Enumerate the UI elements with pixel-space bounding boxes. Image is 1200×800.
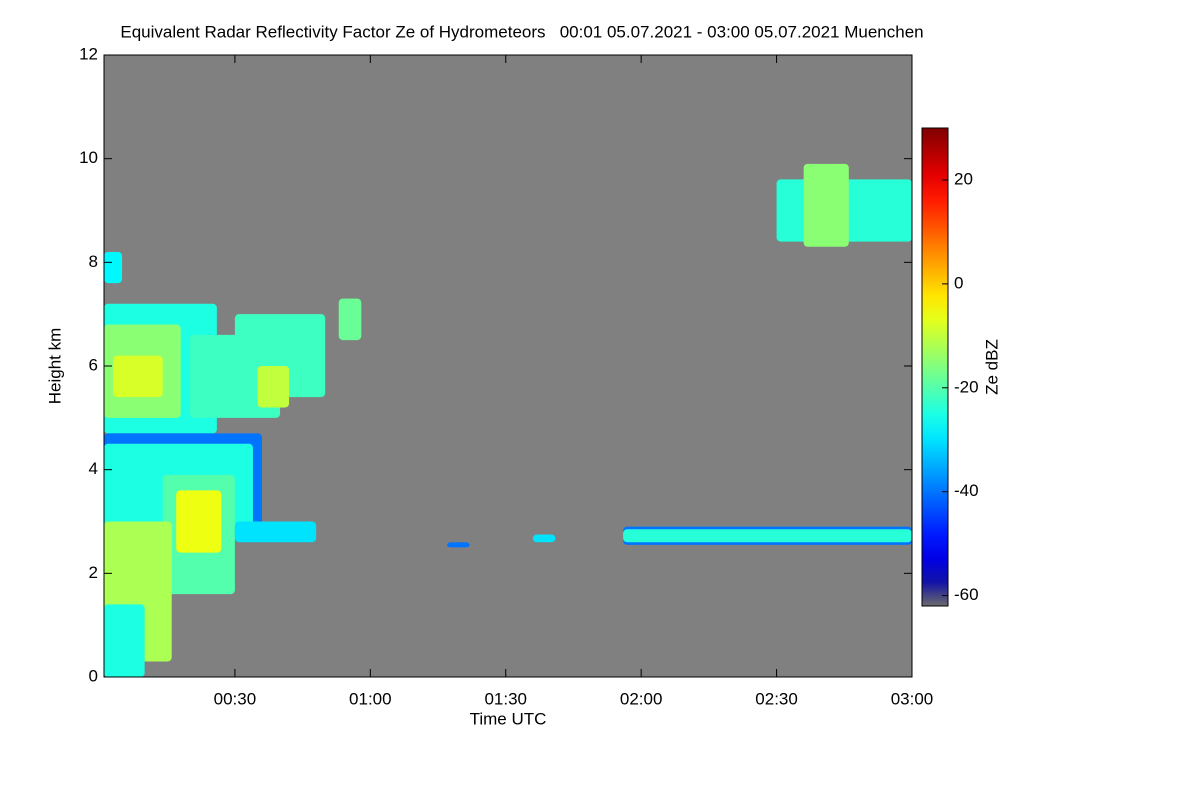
colorbar-tick-label: 20 — [954, 169, 973, 188]
y-axis-label: Height km — [45, 328, 64, 405]
heatmap — [104, 163, 912, 677]
x-tick-label: 03:00 — [891, 689, 934, 708]
x-tick-label: 01:00 — [349, 689, 392, 708]
y-tick-label: 4 — [89, 459, 98, 478]
heatmap-cell — [338, 298, 362, 341]
x-tick-label: 02:00 — [620, 689, 663, 708]
heatmap-cell — [104, 251, 123, 284]
heatmap-cell — [176, 490, 222, 553]
heatmap-cell — [234, 521, 317, 543]
x-axis-label: Time UTC — [470, 709, 547, 728]
colorbar-tick-label: -40 — [954, 481, 979, 500]
colorbar-tick-label: -20 — [954, 377, 979, 396]
colorbar-tick-label: -60 — [954, 585, 979, 604]
y-tick-label: 10 — [79, 148, 98, 167]
x-tick-label: 00:30 — [214, 689, 257, 708]
y-tick-label: 12 — [79, 44, 98, 63]
colorbar — [921, 127, 949, 607]
heatmap-cell — [257, 366, 290, 408]
y-tick-label: 6 — [89, 355, 98, 374]
y-tick-label: 8 — [89, 252, 98, 271]
x-tick-label: 01:30 — [484, 689, 527, 708]
y-tick-label: 0 — [89, 666, 98, 685]
heatmap-cell — [447, 542, 470, 548]
heatmap-cell — [113, 355, 163, 398]
heatmap-cell — [104, 604, 145, 677]
heatmap-cell — [623, 529, 912, 543]
heatmap-cell — [532, 534, 556, 543]
chart-title: Equivalent Radar Reflectivity Factor Ze … — [120, 22, 923, 41]
colorbar-label: Ze dBZ — [982, 339, 1001, 395]
heatmap-cell — [803, 163, 849, 247]
y-tick-label: 2 — [89, 563, 98, 582]
colorbar-tick-label: 0 — [954, 273, 963, 292]
x-tick-label: 02:30 — [755, 689, 798, 708]
